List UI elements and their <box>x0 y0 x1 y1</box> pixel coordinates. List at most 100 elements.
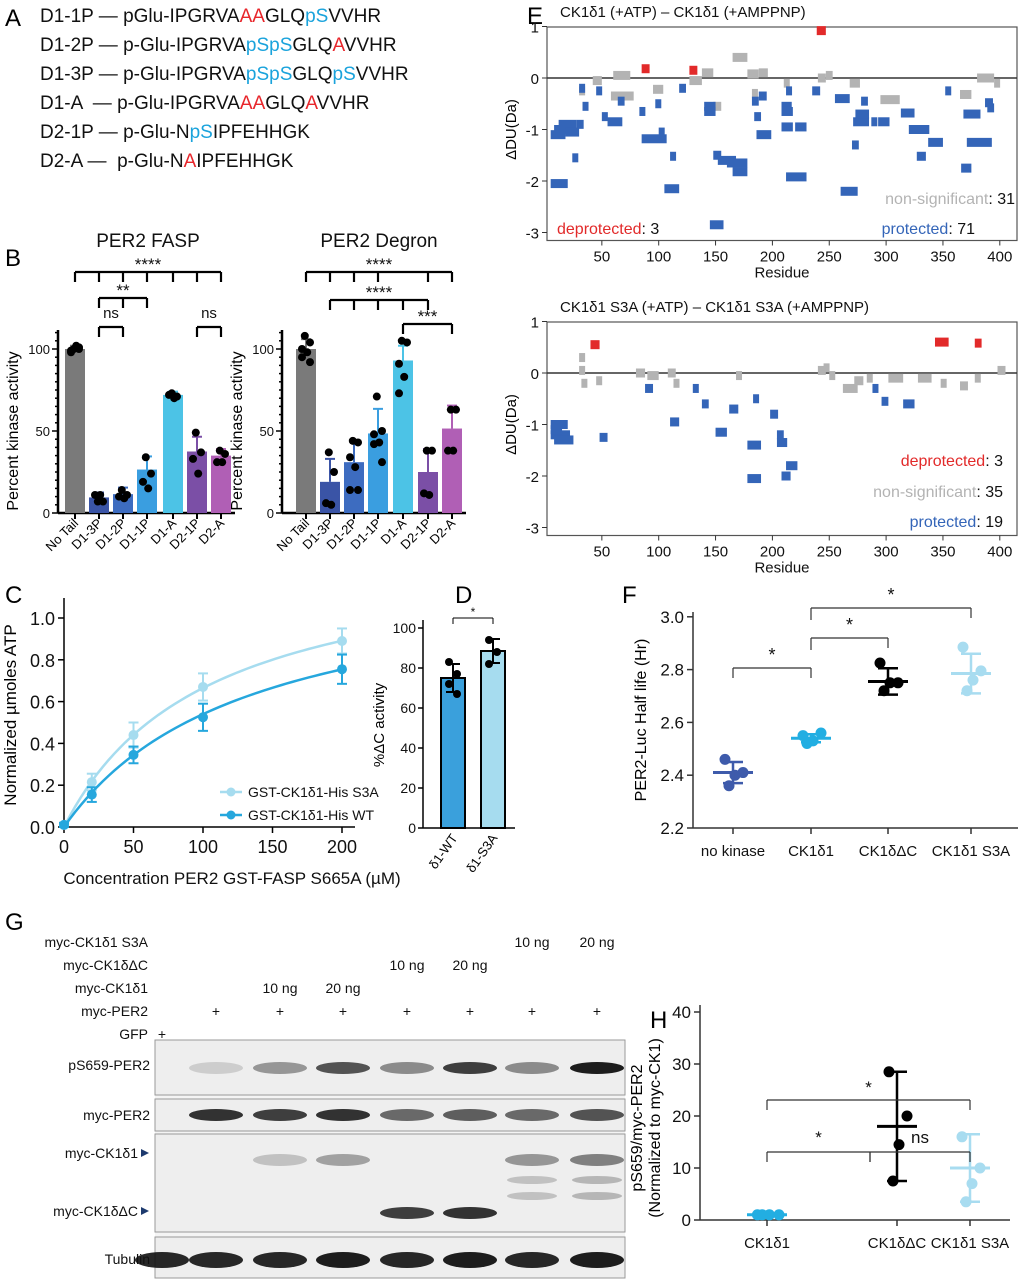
protected-peptide <box>908 125 930 134</box>
data-point <box>351 463 360 472</box>
protected-peptide <box>679 83 686 93</box>
data-point <box>96 490 105 499</box>
blot-band <box>380 1252 434 1268</box>
data-point <box>218 458 227 467</box>
data-point <box>400 372 409 381</box>
data-point <box>815 727 827 739</box>
sequence-segment: A <box>183 151 197 172</box>
blot-band <box>189 1252 243 1268</box>
data-point <box>147 469 155 478</box>
nonsignificant-peptide <box>592 76 602 86</box>
deprotected-peptide <box>689 65 698 75</box>
y-axis-label: (Normalized to myc-CK1) <box>647 1038 664 1218</box>
legend-count: : 3 <box>985 453 1003 470</box>
legend-label: protected <box>882 221 949 238</box>
data-point <box>306 338 314 347</box>
y-tick-label: 2.6 <box>660 713 684 732</box>
data-point <box>370 440 378 449</box>
chart-title: CK1δ1 S3A (+ATP) – CK1δ1 S3A (+AMPPNP) <box>560 299 869 316</box>
protected-peptide <box>928 137 943 147</box>
x-tick-label: 50 <box>594 544 611 561</box>
nonsignificant-peptide <box>647 371 659 381</box>
deprotected-peptide <box>641 64 650 74</box>
protected-peptide <box>776 430 784 440</box>
blot-band <box>380 1207 434 1219</box>
protected-peptide <box>709 220 724 230</box>
x-tick-label: 400 <box>987 544 1012 561</box>
lane-value: + <box>403 1003 411 1019</box>
panel-letter-f: F <box>622 582 637 609</box>
x-tick-label: 150 <box>703 249 728 266</box>
data-point <box>86 777 97 788</box>
protected-peptide <box>639 106 646 116</box>
y-axis-label: ΔDU(Da) <box>503 99 520 160</box>
data-point <box>403 338 411 347</box>
significance-label: * <box>846 615 853 635</box>
data-point <box>425 490 434 499</box>
significance-label: **** <box>366 283 393 302</box>
bar <box>296 349 316 513</box>
blot-band <box>189 1062 243 1074</box>
x-axis-label: Residue <box>754 560 809 577</box>
data-point <box>303 348 312 357</box>
protected-peptide <box>861 96 868 106</box>
protected-peptide <box>747 440 762 450</box>
y-tick-label: 1.0 <box>30 609 55 629</box>
lane-value: + <box>276 1003 284 1019</box>
data-point <box>59 819 69 830</box>
condition-label: myc-PER2 <box>81 1003 148 1019</box>
y-tick-label: -2 <box>526 174 539 191</box>
sequence-line: D1-1P — pGlu-IPGRVAAAGLQpSVVHR <box>40 6 381 28</box>
y-tick-label: 0 <box>267 506 274 521</box>
data-point <box>901 1110 913 1122</box>
data-point <box>198 681 208 692</box>
sequence-segment: A <box>332 35 344 56</box>
sequence-segment: GLQ <box>265 93 306 114</box>
nonsignificant-peptide <box>613 70 631 80</box>
blot-band <box>505 1109 559 1121</box>
y-tick-label: 2.8 <box>660 661 684 680</box>
sequence-line: D1-A — p-Glu-IPGRVAAAGLQAVVHR <box>40 93 369 115</box>
protected-peptide <box>713 150 722 160</box>
legend-protected: protected: 71 <box>882 221 976 238</box>
nonsignificant-peptide <box>842 383 858 393</box>
nonsignificant-peptide <box>917 373 932 383</box>
x-tick-label: δ1-WT <box>426 831 461 872</box>
nonsignificant-peptide <box>977 73 995 83</box>
protected-peptide <box>579 83 586 93</box>
significance-label: ns <box>103 305 119 322</box>
legend-deprotected: deprotected: 3 <box>901 453 1003 470</box>
sequence-segment: VVHR <box>328 6 382 27</box>
nonsignificant-peptide <box>701 68 714 78</box>
y-tick-label: 3.0 <box>660 608 684 627</box>
blot-label: myc-CK1δΔC <box>53 1203 138 1219</box>
panel-c-kinetics-chart: 0.0 0.2 0.4 0.6 0.8 1.0 0 50 100 150 200 Concentrat… <box>1 598 401 888</box>
nonsignificant-peptide <box>849 78 860 88</box>
chart-title: CK1δ1 (+ATP) – CK1δ1 (+AMPPNP) <box>560 4 806 21</box>
legend-count: : 3 <box>642 221 660 238</box>
blot-band <box>443 1252 497 1268</box>
legend-marker <box>226 810 236 820</box>
condition-label: GFP <box>119 1026 148 1042</box>
protected-peptide <box>871 117 878 127</box>
protected-peptide <box>840 186 858 196</box>
y-tick-label: 100 <box>28 342 50 357</box>
data-point <box>378 427 386 435</box>
nonsignificant-peptide <box>653 84 664 94</box>
panel-b-degron-chart: PER2 Degron 0 50 100 Percent kinase activity… <box>229 231 466 554</box>
legend-label: GST-CK1δ1-His S3A <box>248 784 379 800</box>
x-tick-label: δ1-S3A <box>463 831 500 875</box>
bar <box>163 394 183 513</box>
nonsignificant-peptide <box>673 378 680 388</box>
x-tick-label: 300 <box>874 249 899 266</box>
protected-peptide <box>834 94 850 104</box>
protected-peptide <box>572 153 579 163</box>
data-point <box>306 358 314 367</box>
blot-band <box>253 1109 307 1121</box>
data-point <box>128 749 139 760</box>
x-tick-label: 300 <box>874 544 899 561</box>
legend-protected: protected: 19 <box>910 514 1004 531</box>
nonsignificant-peptide <box>817 73 826 83</box>
x-tick-label: 0 <box>59 837 69 857</box>
lane-value: 10 ng <box>389 957 424 973</box>
